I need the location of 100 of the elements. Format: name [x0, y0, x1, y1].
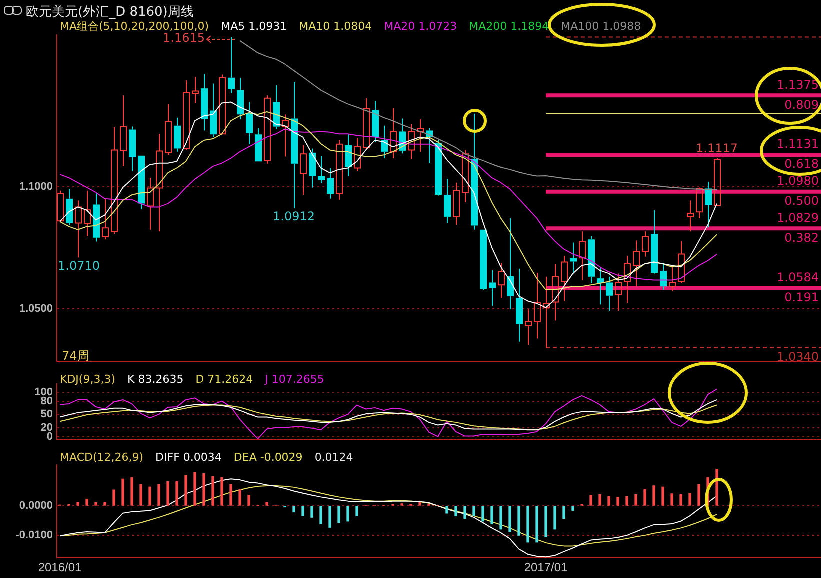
- bar: [220, 477, 224, 506]
- x-tick-label: 2017/01: [524, 560, 568, 575]
- bar: [590, 495, 592, 506]
- bar: [112, 490, 116, 506]
- annotation: 0.191: [784, 290, 819, 304]
- candlestick: [363, 98, 370, 151]
- candlestick: [282, 114, 289, 158]
- candlestick: [417, 119, 424, 152]
- bar: [508, 506, 512, 532]
- annotation: 0.618: [784, 157, 819, 172]
- bar: [148, 486, 152, 506]
- ref-line-label: 1.0584: [777, 270, 819, 284]
- candlestick: [615, 273, 622, 312]
- candlestick: [309, 148, 316, 188]
- bar: [472, 506, 476, 516]
- candlestick: [327, 168, 334, 200]
- candlestick: [255, 128, 262, 162]
- bar: [598, 494, 602, 506]
- text: J 107.2655: [265, 373, 324, 387]
- candlestick: [480, 230, 487, 291]
- candlestick: [264, 95, 271, 164]
- candlestick: [120, 95, 127, 168]
- candlestick: [192, 76, 199, 104]
- candlestick: [318, 156, 325, 184]
- candlestick: [696, 187, 703, 219]
- bar: [536, 506, 538, 543]
- text: DEA -0.0029: [234, 451, 303, 465]
- candlestick: [174, 117, 181, 152]
- bar: [86, 498, 88, 506]
- candlestick: [606, 276, 613, 312]
- bar: [688, 493, 692, 506]
- bar: [292, 506, 296, 513]
- ref-line-label: 1.1131: [777, 137, 819, 152]
- bar: [644, 489, 646, 506]
- candlestick: [237, 78, 244, 120]
- candlestick: [138, 156, 145, 210]
- candlestick: [102, 198, 109, 240]
- candlestick: [705, 182, 712, 228]
- candlestick: [561, 255, 568, 302]
- bar: [634, 494, 638, 506]
- candlestick: [381, 125, 388, 159]
- bar: [248, 495, 250, 506]
- candlestick: [93, 192, 100, 242]
- candlestick: [678, 240, 685, 284]
- bar: [194, 472, 196, 506]
- candlestick: [642, 231, 649, 258]
- legend-title: MA组合(5,10,20,200,100,0): [60, 20, 210, 33]
- candlestick: [228, 36, 235, 94]
- bar: [202, 474, 206, 506]
- candlestick: [273, 84, 280, 130]
- candlestick: [543, 276, 550, 348]
- candlestick: [165, 104, 172, 156]
- series-label: D 71.2624: [196, 373, 254, 387]
- candlestick: [156, 134, 163, 232]
- candlestick: [66, 188, 73, 226]
- bar: [104, 502, 106, 506]
- candlestick: [597, 266, 604, 306]
- bar: [464, 506, 466, 520]
- bar: [500, 506, 502, 530]
- annotation: 0.382: [784, 230, 819, 245]
- bar: [554, 506, 556, 530]
- bar: [616, 497, 620, 506]
- bar: [302, 506, 304, 516]
- candlestick: [624, 255, 631, 304]
- bar: [310, 506, 314, 518]
- candlestick: [633, 240, 640, 288]
- candlestick: [129, 126, 136, 172]
- bar: [608, 496, 610, 506]
- candlestick: [534, 272, 541, 340]
- candlestick: [210, 83, 217, 138]
- y-tick-label: 50: [40, 408, 53, 421]
- bar: [212, 476, 214, 506]
- candlestick: [408, 124, 415, 160]
- series-label: K 83.2635: [128, 373, 184, 387]
- bar: [562, 506, 566, 520]
- y-tick-label: 1.1000: [19, 181, 53, 194]
- candlestick: [75, 200, 82, 258]
- annotation: 1.0710: [58, 258, 100, 273]
- candlestick: [552, 263, 559, 322]
- bar: [680, 494, 682, 506]
- annotation: 1.0340: [777, 350, 819, 364]
- ref-line-label: 1.0829: [777, 210, 819, 225]
- bar: [446, 506, 448, 514]
- candlestick: [201, 73, 208, 132]
- annotation: 1.1117: [696, 142, 738, 156]
- y-tick-label: 0.0000: [19, 500, 53, 512]
- y-tick-label: 1.0500: [19, 302, 53, 315]
- text: MA100 1.0988: [561, 20, 642, 34]
- bar: [698, 484, 700, 506]
- bar: [418, 502, 422, 506]
- y-tick-label: -0.0100: [16, 530, 53, 542]
- candlestick: [354, 138, 361, 172]
- bar: [176, 482, 178, 506]
- annotation: 1.1615: [163, 31, 205, 45]
- candlestick: [444, 178, 451, 224]
- candlestick: [372, 100, 379, 143]
- bar: [130, 477, 134, 506]
- bar: [670, 494, 674, 506]
- bar: [716, 469, 718, 506]
- legend-title: MACD(12,26,9): [60, 451, 144, 465]
